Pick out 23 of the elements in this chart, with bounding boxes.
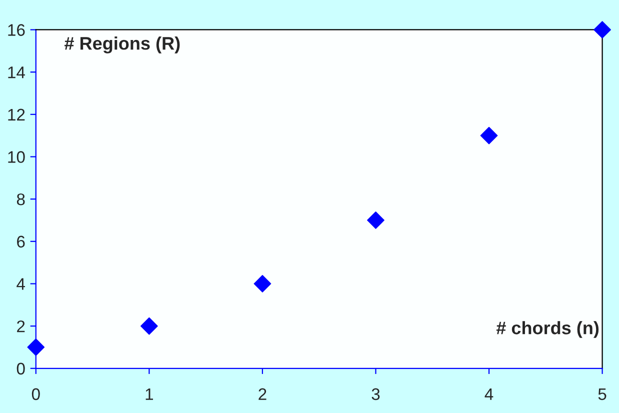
y-axis-title: # Regions (R) — [64, 36, 180, 54]
x-tick-label: 1 — [146, 388, 153, 400]
y-tick-label: 8 — [16, 193, 25, 206]
x-tick-label: 3 — [372, 388, 380, 400]
y-tick-label: 14 — [8, 66, 25, 78]
y-tick-label: 10 — [8, 151, 25, 163]
y-tick-label: 0 — [16, 362, 25, 375]
x-tick-label: 5 — [598, 388, 606, 400]
point — [367, 212, 384, 229]
x-axis-title: # chords (n) — [496, 321, 599, 338]
x-tick-label: 0 — [32, 388, 40, 400]
point — [27, 338, 45, 356]
y-tick-label: 16 — [8, 24, 25, 36]
point — [254, 275, 272, 292]
y-tick-label: 2 — [17, 320, 25, 332]
point — [140, 317, 158, 335]
point — [480, 126, 498, 144]
y-tick-label: 6 — [17, 236, 25, 248]
y-tick-label: 12 — [8, 108, 25, 120]
x-tick-label: 4 — [484, 388, 494, 400]
x-tick-label: 2 — [258, 388, 266, 400]
point — [594, 21, 611, 38]
y-tick-label: 4 — [16, 278, 25, 290]
